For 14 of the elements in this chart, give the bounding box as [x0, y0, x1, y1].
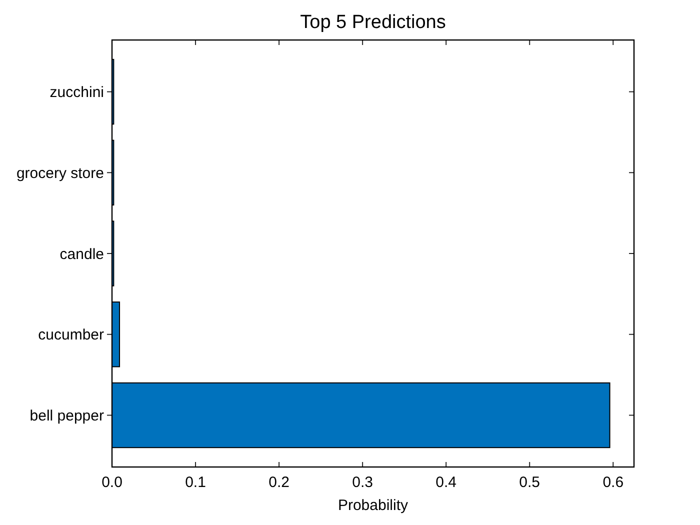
x-tick-label: 0.5 — [519, 474, 540, 491]
chart-title: Top 5 Predictions — [300, 12, 446, 33]
x-tick-label: 0.2 — [268, 474, 290, 491]
x-tick-label: 0.6 — [602, 474, 624, 491]
y-tick-label: bell pepper — [30, 407, 104, 424]
y-tick-label: candle — [60, 246, 104, 263]
y-tick-label: cucumber — [38, 326, 104, 344]
x-tick-label: 0.3 — [352, 474, 373, 491]
y-tick-label: zucchini — [50, 84, 104, 102]
y-tick-label: grocery store — [16, 164, 104, 182]
x-axis-title: Probability — [338, 497, 409, 514]
x-tick-label: 0.1 — [185, 474, 206, 491]
x-tick-label: 0.4 — [436, 474, 457, 491]
x-tick-label: 0.0 — [102, 474, 122, 491]
